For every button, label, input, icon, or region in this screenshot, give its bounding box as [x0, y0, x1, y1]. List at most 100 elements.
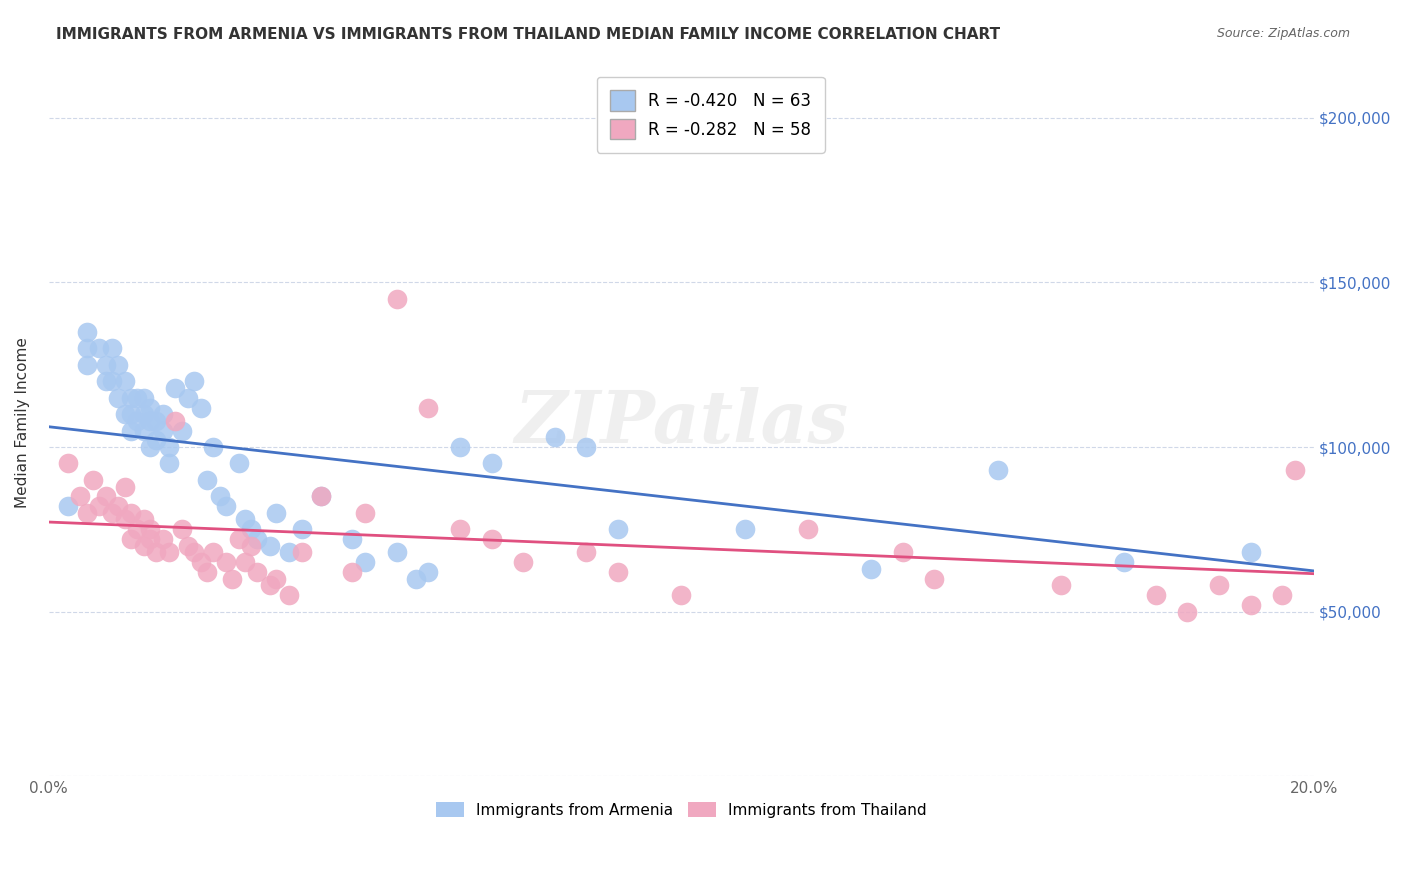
Point: [309, 490, 332, 504]
Point: [228, 532, 250, 546]
Point: [240, 522, 263, 536]
Point: [266, 572, 288, 586]
Point: [152, 532, 174, 546]
Point: [89, 341, 111, 355]
Point: [259, 578, 281, 592]
Point: [418, 401, 440, 415]
Point: [215, 555, 238, 569]
Point: [76, 358, 98, 372]
Point: [132, 424, 155, 438]
Point: [202, 440, 225, 454]
Point: [165, 414, 187, 428]
Point: [94, 490, 117, 504]
Point: [132, 539, 155, 553]
Point: [114, 512, 136, 526]
Point: [671, 588, 693, 602]
Point: [575, 440, 598, 454]
Point: [127, 391, 149, 405]
Point: [986, 463, 1008, 477]
Point: [405, 572, 427, 586]
Point: [797, 522, 820, 536]
Point: [1239, 598, 1261, 612]
Point: [69, 490, 91, 504]
Point: [127, 414, 149, 428]
Point: [481, 532, 503, 546]
Point: [449, 522, 471, 536]
Point: [101, 341, 124, 355]
Point: [1208, 578, 1230, 592]
Point: [734, 522, 756, 536]
Point: [132, 407, 155, 421]
Point: [107, 391, 129, 405]
Point: [259, 539, 281, 553]
Point: [922, 572, 945, 586]
Point: [1175, 605, 1198, 619]
Text: Source: ZipAtlas.com: Source: ZipAtlas.com: [1216, 27, 1350, 40]
Point: [89, 500, 111, 514]
Point: [177, 539, 200, 553]
Point: [157, 457, 180, 471]
Point: [139, 522, 162, 536]
Point: [139, 414, 162, 428]
Point: [607, 565, 630, 579]
Point: [354, 555, 377, 569]
Point: [1271, 588, 1294, 602]
Point: [127, 522, 149, 536]
Point: [152, 407, 174, 421]
Point: [120, 532, 142, 546]
Point: [278, 545, 301, 559]
Point: [157, 440, 180, 454]
Point: [120, 407, 142, 421]
Point: [208, 490, 231, 504]
Point: [354, 506, 377, 520]
Point: [240, 539, 263, 553]
Point: [221, 572, 243, 586]
Point: [76, 506, 98, 520]
Point: [342, 565, 364, 579]
Point: [183, 374, 205, 388]
Point: [170, 424, 193, 438]
Point: [139, 532, 162, 546]
Point: [266, 506, 288, 520]
Point: [101, 374, 124, 388]
Point: [1049, 578, 1071, 592]
Point: [152, 424, 174, 438]
Point: [1284, 463, 1306, 477]
Point: [233, 555, 256, 569]
Point: [309, 490, 332, 504]
Point: [132, 391, 155, 405]
Point: [82, 473, 104, 487]
Point: [1144, 588, 1167, 602]
Point: [132, 512, 155, 526]
Point: [1239, 545, 1261, 559]
Point: [139, 440, 162, 454]
Point: [544, 430, 567, 444]
Point: [418, 565, 440, 579]
Point: [233, 512, 256, 526]
Point: [512, 555, 534, 569]
Point: [246, 565, 269, 579]
Point: [385, 292, 408, 306]
Point: [165, 381, 187, 395]
Point: [607, 522, 630, 536]
Text: IMMIGRANTS FROM ARMENIA VS IMMIGRANTS FROM THAILAND MEDIAN FAMILY INCOME CORRELA: IMMIGRANTS FROM ARMENIA VS IMMIGRANTS FR…: [56, 27, 1000, 42]
Point: [177, 391, 200, 405]
Y-axis label: Median Family Income: Median Family Income: [15, 337, 30, 508]
Point: [145, 414, 167, 428]
Point: [481, 457, 503, 471]
Point: [190, 401, 212, 415]
Point: [449, 440, 471, 454]
Point: [107, 500, 129, 514]
Point: [145, 545, 167, 559]
Point: [1112, 555, 1135, 569]
Point: [215, 500, 238, 514]
Point: [94, 358, 117, 372]
Point: [120, 391, 142, 405]
Point: [170, 522, 193, 536]
Point: [114, 374, 136, 388]
Legend: Immigrants from Armenia, Immigrants from Thailand: Immigrants from Armenia, Immigrants from…: [429, 794, 934, 825]
Point: [195, 473, 218, 487]
Point: [202, 545, 225, 559]
Point: [575, 545, 598, 559]
Point: [120, 506, 142, 520]
